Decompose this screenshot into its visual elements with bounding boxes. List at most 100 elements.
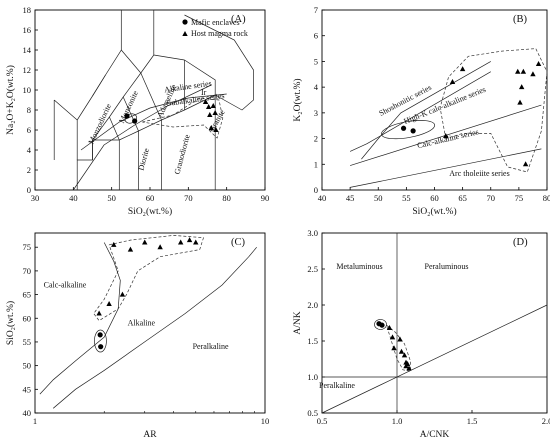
legend-host-marker bbox=[182, 31, 188, 36]
host-rock-point bbox=[522, 161, 529, 167]
host-rock-point bbox=[208, 125, 215, 130]
classification-line bbox=[53, 99, 78, 121]
y-tick-label: 50 bbox=[23, 361, 32, 371]
x-tick-label: 40 bbox=[318, 193, 327, 203]
x-tick-label: 80 bbox=[222, 193, 231, 203]
x-tick-label: 45 bbox=[346, 193, 355, 203]
field-label: Ir bbox=[201, 88, 207, 97]
y-tick-label: 6 bbox=[314, 31, 318, 41]
host-rock-point bbox=[119, 291, 126, 297]
classification-line bbox=[73, 84, 212, 191]
x-tick-label: 70 bbox=[184, 193, 193, 203]
mafic-enclave-field bbox=[381, 120, 436, 140]
y-tick-label: 7 bbox=[314, 5, 318, 15]
panel-label: (D) bbox=[513, 237, 528, 248]
field-label: Arc tholeiite series bbox=[449, 169, 509, 178]
legend-mafic-label: Mafic enclaves bbox=[191, 18, 240, 27]
mafic-enclave-field bbox=[94, 329, 107, 353]
x-axis-label: A/CNK bbox=[420, 430, 450, 440]
y-tick-label: 18 bbox=[23, 5, 32, 15]
x-tick-label: 70 bbox=[487, 193, 496, 203]
plot-frame bbox=[34, 232, 266, 414]
y-tick-label: 16 bbox=[23, 25, 32, 35]
host-rock-point bbox=[397, 336, 403, 342]
host-rock-point bbox=[386, 325, 393, 331]
host-rock-point bbox=[535, 61, 542, 66]
mafic-enclave-point bbox=[124, 113, 130, 119]
classification-line bbox=[184, 59, 216, 95]
host-rock-field bbox=[142, 97, 224, 139]
x-tick-label: 0.5 bbox=[317, 416, 328, 426]
x-tick-label: 80 bbox=[543, 193, 550, 203]
calc-alkaline-alkaline-boundary bbox=[39, 242, 121, 395]
y-tick-label: 10 bbox=[23, 85, 32, 95]
host-rock-point bbox=[518, 84, 525, 90]
x-tick-label: 2.0 bbox=[542, 416, 550, 426]
y-tick-label: 5 bbox=[314, 56, 318, 66]
host-rock-point bbox=[186, 237, 193, 243]
x-tick-label: 1.0 bbox=[392, 416, 403, 426]
host-rock-point bbox=[177, 239, 184, 245]
field-label: Peraluminous bbox=[425, 262, 469, 271]
x-tick-label: 90 bbox=[261, 193, 270, 203]
x-axis-label: SiO₂(wt.%) bbox=[412, 206, 456, 217]
y-tick-label: 60 bbox=[23, 313, 32, 323]
y-axis-label: Na₂O+K₂O(wt.%) bbox=[5, 65, 16, 135]
y-tick-label: 8 bbox=[27, 105, 31, 115]
y-tick-label: 45 bbox=[23, 384, 32, 394]
classification-line bbox=[92, 74, 106, 97]
host-rock-point bbox=[459, 66, 466, 72]
y-tick-label: 0 bbox=[27, 185, 31, 195]
classification-line bbox=[140, 72, 162, 121]
host-rock-point bbox=[213, 127, 219, 132]
host-rock-point bbox=[403, 363, 409, 369]
field-label: Peralkaline bbox=[319, 381, 355, 390]
host-rock-point bbox=[398, 348, 405, 354]
y-tick-label: 2 bbox=[27, 165, 31, 175]
mafic-enclave-point bbox=[410, 128, 416, 134]
field-label: Calc-alkaline series bbox=[416, 127, 479, 150]
mafic-enclave-point bbox=[98, 344, 104, 350]
x-tick-label: 10 bbox=[261, 416, 270, 426]
host-rock-point bbox=[127, 246, 134, 252]
y-axis-label: K₂O(wt.%) bbox=[292, 78, 303, 121]
plot-frame bbox=[321, 232, 548, 414]
host-rock-point bbox=[443, 133, 449, 138]
host-rock-point bbox=[530, 71, 536, 77]
classification-line bbox=[184, 14, 254, 111]
mafic-enclave-point bbox=[97, 332, 103, 338]
x-tick-label: 30 bbox=[31, 193, 40, 203]
classification-line bbox=[80, 93, 227, 151]
y-tick-label: 55 bbox=[23, 337, 32, 347]
host-rock-field bbox=[439, 48, 548, 173]
legend-mafic-marker bbox=[182, 19, 188, 25]
y-tick-label: 40 bbox=[23, 408, 32, 418]
field-label: Granodiorite bbox=[172, 133, 191, 175]
host-rock-point bbox=[520, 68, 527, 74]
x-tick-label: 1.5 bbox=[467, 416, 478, 426]
y-tick-label: 0 bbox=[314, 185, 318, 195]
x-tick-label: 50 bbox=[374, 193, 383, 203]
host-rock-point bbox=[449, 79, 456, 84]
host-rock-point bbox=[212, 110, 218, 115]
y-axis-label: A/NK bbox=[293, 311, 303, 334]
host-rock-point bbox=[142, 239, 148, 245]
panel-c: 1 10 40 45 50 55 60 65 70 75 AR SiO₂(wt.%) (C) Calc-a… bbox=[5, 232, 270, 440]
series-boundary bbox=[349, 71, 491, 152]
x-tick-label: 40 bbox=[69, 193, 78, 203]
y-tick-label: 70 bbox=[23, 266, 32, 276]
field-label: Alkaline bbox=[128, 318, 156, 327]
y-tick-label: 3 bbox=[314, 108, 318, 118]
host-rock-point bbox=[193, 239, 199, 245]
host-rock-point bbox=[207, 112, 213, 117]
panel-label: (C) bbox=[231, 237, 246, 248]
plot-frame bbox=[321, 9, 548, 191]
x-tick-label: 75 bbox=[515, 193, 524, 203]
panel-b: 40 45 50 55 60 65 70 75 8001234567SiO₂(wt.%)K₂O(… bbox=[292, 5, 550, 217]
y-tick-label: 12 bbox=[23, 65, 32, 75]
y-tick-label: 4 bbox=[27, 145, 32, 155]
y-tick-label: 6 bbox=[27, 125, 31, 135]
panel-d: 0.5 1.0 1.5 2.0 0.5 1.0 1.5 2.0 2.5 3.0 A/CNK A/NK (… bbox=[293, 228, 550, 440]
classification-line bbox=[76, 94, 216, 190]
